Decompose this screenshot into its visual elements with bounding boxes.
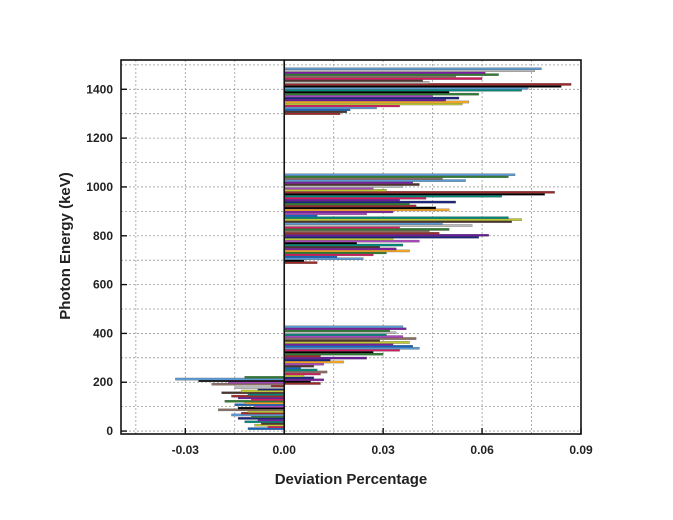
x-tick-label: 0.00 xyxy=(273,443,297,457)
x-axis-title: Deviation Percentage xyxy=(275,471,428,488)
bar xyxy=(284,362,324,366)
y-axis-title: Photon Energy (keV) xyxy=(57,172,74,320)
x-tick-label: 0.06 xyxy=(470,443,494,457)
axes xyxy=(120,59,582,435)
y-tick-label: 1000 xyxy=(86,180,113,194)
bar xyxy=(284,67,542,71)
y-tick-label: 0 xyxy=(106,424,113,438)
tick-labels: -0.03 0.00 0.03 0.06 0.09 0 200 400 600 800 1000 12… xyxy=(86,82,593,457)
y-tick-label: 800 xyxy=(93,229,113,243)
x-tick-label: -0.03 xyxy=(172,443,200,457)
y-tick-label: 1200 xyxy=(86,131,113,145)
bar-series xyxy=(175,67,572,430)
plot-frame xyxy=(120,59,582,435)
bar xyxy=(284,173,516,176)
bar xyxy=(244,376,285,379)
x-tick-label: 0.03 xyxy=(371,443,395,457)
bar xyxy=(284,216,509,219)
y-tick-label: 200 xyxy=(93,375,113,389)
y-tick-label: 1400 xyxy=(86,82,113,96)
y-tick-label: 600 xyxy=(93,278,113,292)
y-tick-label: 400 xyxy=(93,326,113,340)
x-tick-label: 0.09 xyxy=(569,443,593,457)
bar xyxy=(284,325,404,329)
